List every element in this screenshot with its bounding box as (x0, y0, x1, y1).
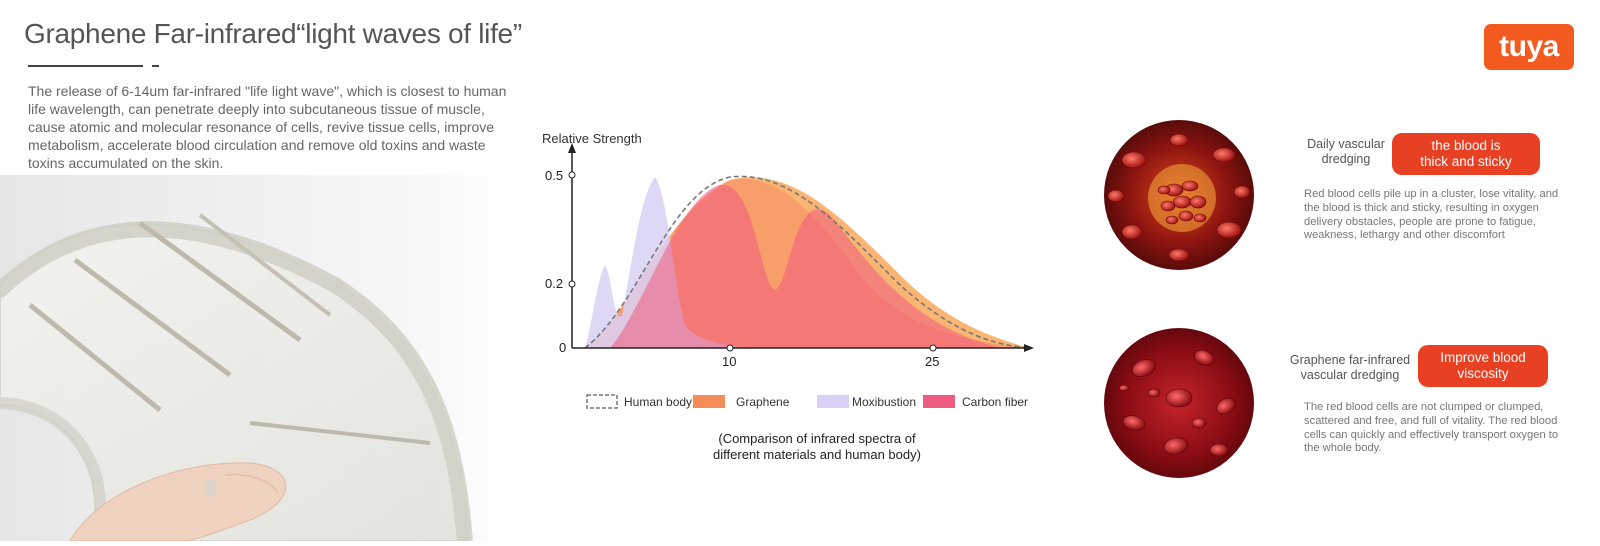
y-tick-mark-0.2 (568, 280, 576, 288)
graphene-film-image (0, 175, 520, 543)
panel-2-badge: Improve blood viscosity (1418, 345, 1548, 387)
y-axis-arrow (568, 143, 576, 153)
x-axis-arrow (1024, 344, 1034, 352)
panel-2-badge-line2: viscosity (1457, 366, 1509, 381)
x-tick-label: 25 (925, 354, 939, 369)
chart-caption-line1: (Comparison of infrared spectra of (718, 431, 916, 446)
legend-label-human-body: Human body (624, 395, 692, 409)
legend-swatch-graphene (693, 395, 725, 408)
x-tick-mark-10 (726, 344, 734, 352)
legend-swatch-carbon-fiber (923, 395, 955, 408)
title-dash (152, 65, 159, 67)
legend-swatch-moxibustion (817, 395, 849, 408)
legend-swatch-human-body (586, 394, 618, 409)
panel-1-label-line2: dredging (1321, 152, 1371, 166)
panel-1-badge: the blood is thick and sticky (1392, 133, 1540, 175)
panel-1-badge-line2: thick and sticky (1420, 154, 1512, 169)
page-title: Graphene Far-infrared“light waves of lif… (24, 18, 522, 49)
y-tick-label: 0.2 (545, 276, 563, 291)
series-human-body-line (584, 175, 1031, 349)
clumped-blood-cells-image (1104, 120, 1254, 270)
panel-1-description: Red blood cells pile up in a cluster, lo… (1304, 188, 1559, 242)
panel-2-badge-line1: Improve blood (1440, 350, 1526, 365)
legend-label-graphene: Graphene (736, 395, 790, 409)
x-tick-mark-25 (929, 344, 937, 352)
panel-1-badge-line1: the blood is (1431, 138, 1501, 153)
title-underline (28, 65, 143, 67)
legend-label-carbon-fiber: Carbon fiber (962, 395, 1028, 409)
chart-caption-line2: different materials and human body) (713, 447, 921, 462)
panel-2-label-line1: Graphene far-infrared (1289, 353, 1411, 367)
tuya-logo: tuya (1484, 24, 1574, 70)
panel-2-label: Graphene far-infrared vascular dredging (1286, 353, 1414, 383)
intro-paragraph: The release of 6-14um far-infrared "life… (28, 83, 507, 171)
y-tick-mark-0.5 (568, 171, 576, 179)
spectrum-chart: Relative Strength 0.5 0.2 0 10 25 Human … (540, 125, 1060, 485)
logo-text: tuya (1499, 30, 1559, 63)
y-tick-label: 0 (559, 340, 566, 355)
panel-2-description: The red blood cells are not clumped or c… (1304, 401, 1559, 455)
legend-label-moxibustion: Moxibustion (852, 395, 916, 409)
panel-1-label-line1: Daily vascular (1307, 137, 1385, 151)
panel-1-label: Daily vascular dredging (1296, 137, 1396, 167)
x-tick-label: 10 (722, 354, 736, 369)
free-blood-cells-image (1104, 328, 1254, 478)
series-moxibustion-area (585, 177, 770, 348)
y-tick-label: 0.5 (545, 168, 563, 183)
series-carbon-fiber-area (610, 184, 1000, 348)
spectrum-chart-svg: Relative Strength 0.5 0.2 0 10 25 Human … (542, 131, 1034, 462)
y-axis-label: Relative Strength (542, 131, 642, 146)
panel-2-label-line2: vascular dredging (1300, 368, 1400, 382)
